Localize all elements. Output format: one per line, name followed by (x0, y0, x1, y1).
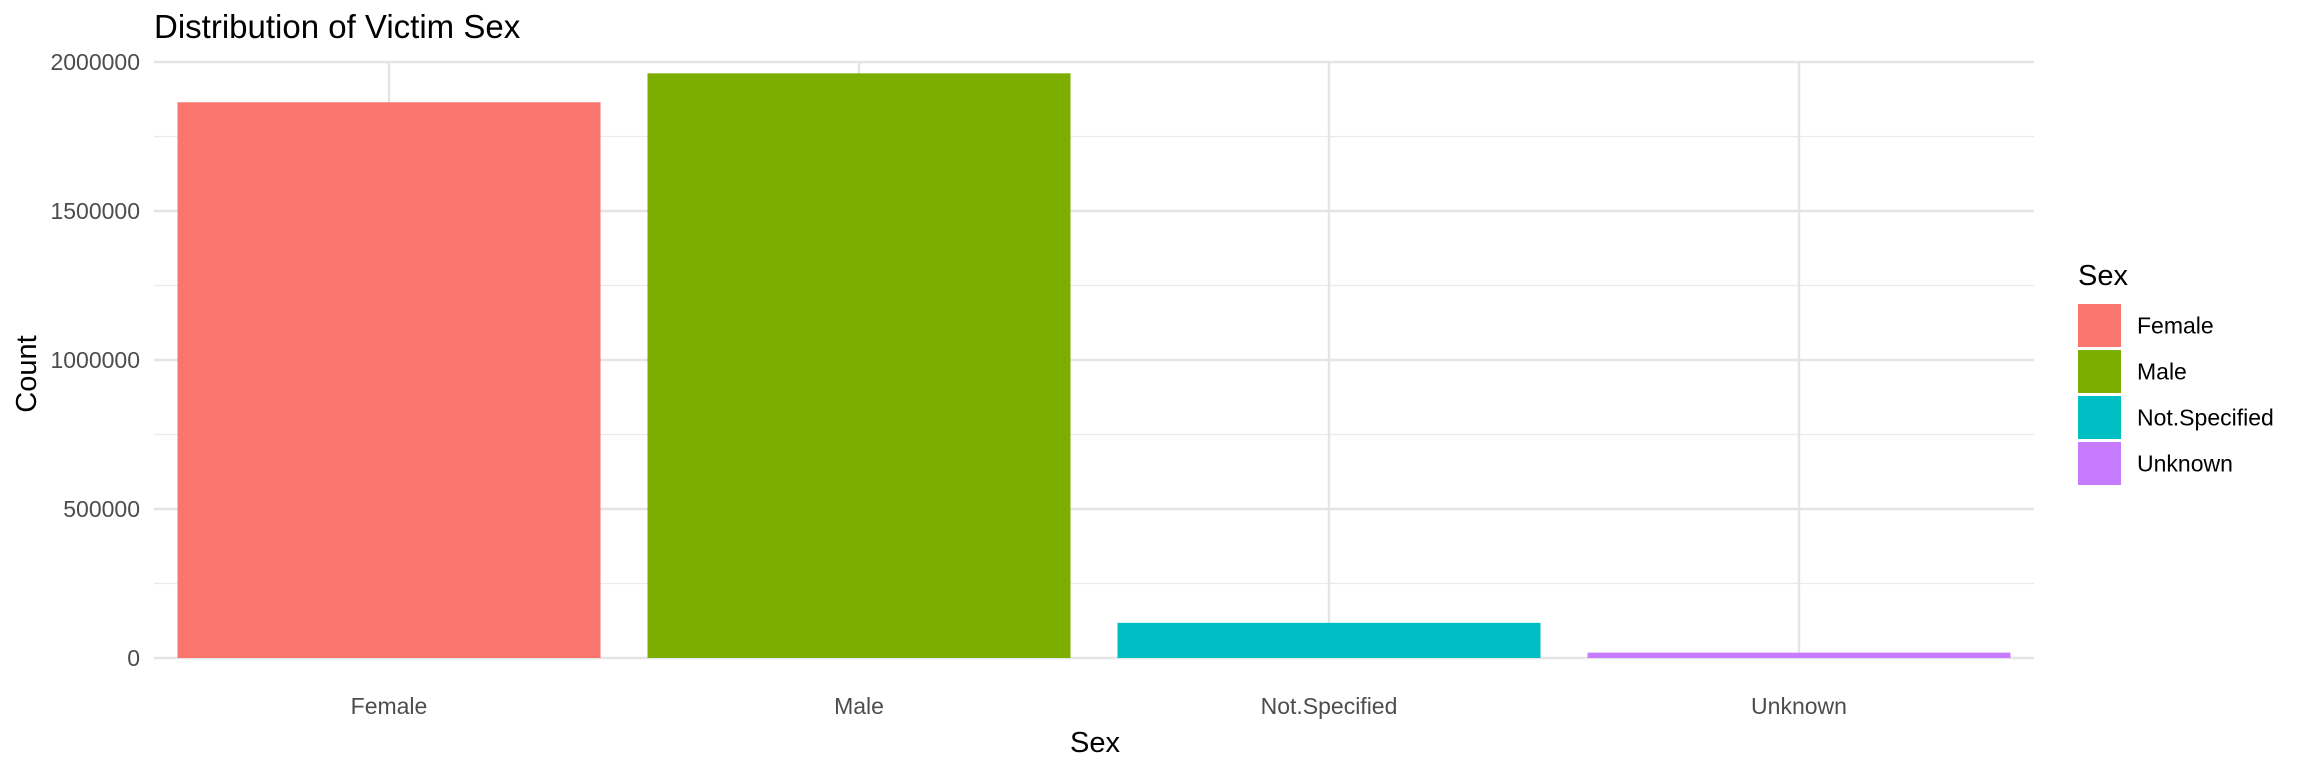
legend-key-unknown (2078, 442, 2121, 485)
legend-title: Sex (2078, 260, 2128, 292)
legend-label: Not.Specified (2137, 405, 2274, 431)
y-tick-label: 1500000 (50, 198, 140, 224)
x-tick-label: Not.Specified (1261, 693, 1398, 719)
legend-key-male (2078, 350, 2121, 393)
x-tick-label: Unknown (1751, 693, 1847, 719)
bar-male (647, 73, 1071, 659)
bars-layer (177, 73, 2011, 659)
y-tick-label: 0 (127, 645, 140, 671)
x-tick-label: Female (351, 693, 428, 719)
bar-not-specified (1117, 622, 1541, 658)
legend-key-not-specified (2078, 396, 2121, 439)
legend-items: Female Male Not.Specified Unknown (2078, 304, 2274, 485)
y-tick-label: 1000000 (50, 347, 140, 373)
y-axis-title: Count (11, 335, 43, 412)
bar-female (177, 102, 601, 659)
legend-label: Female (2137, 313, 2214, 339)
y-tick-label: 2000000 (50, 49, 140, 75)
legend-label: Male (2137, 359, 2187, 385)
x-axis-title: Sex (1070, 727, 1120, 759)
chart-title: Distribution of Victim Sex (154, 8, 521, 45)
ticks-layer: 0 500000 1000000 1500000 2000000 Female Male No… (50, 49, 1846, 719)
legend-key-female (2078, 304, 2121, 347)
legend-label: Unknown (2137, 451, 2233, 477)
y-tick-label: 500000 (63, 496, 140, 522)
legend: Sex Female Male Not.Specified Unknown (2078, 260, 2274, 485)
x-tick-label: Male (834, 693, 884, 719)
bar-unknown (1587, 652, 2011, 658)
